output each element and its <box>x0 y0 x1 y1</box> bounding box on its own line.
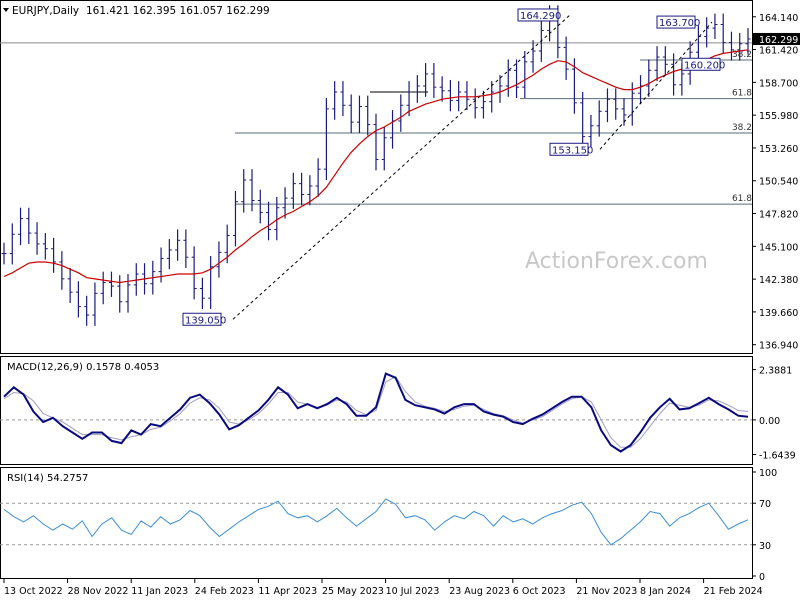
y-tick-label: 158.700 <box>759 78 798 89</box>
x-tick-label: 28 Nov 2022 <box>68 586 129 597</box>
axis-layer: 164.140 161.420 158.700 155.980 153.260 150.5… <box>3 13 800 597</box>
x-tick-label: 6 Oct 2023 <box>513 586 566 597</box>
rsi-panel <box>0 467 753 579</box>
y-tick-label: 136.940 <box>759 341 798 352</box>
price-panel <box>0 0 753 354</box>
rsi-y-tick-label: 100 <box>759 468 777 479</box>
price-annotation-box <box>517 8 559 22</box>
x-tick-label: 8 Jan 2024 <box>640 586 691 597</box>
trend-line-dashed <box>599 21 713 150</box>
rsi-y-tick-label: 0 <box>759 572 765 583</box>
ohlc-label: 161.421 162.395 161.057 162.299 <box>86 5 270 17</box>
macd-line <box>3 372 749 453</box>
dropdown-arrow-icon[interactable] <box>3 8 9 12</box>
symbol-label: EURJPY,Daily <box>12 5 79 17</box>
y-tick-label: 155.980 <box>759 111 798 122</box>
fib-level-label: 38.2 <box>732 123 752 133</box>
trend-line-dashed <box>232 14 571 320</box>
fib-level-label: 61.8 <box>732 89 752 99</box>
macd-title: MACD(12,26,9) 0.1578 0.4053 <box>7 362 159 373</box>
x-tick-label: 23 Aug 2023 <box>449 586 510 597</box>
price-annotation-label: 160.200 <box>684 60 725 71</box>
rsi-layer <box>0 498 752 546</box>
y-tick-label: 147.820 <box>759 210 798 221</box>
fib-level-label: 38.2 <box>732 50 752 60</box>
current-price-tag <box>753 32 800 45</box>
rsi-y-tick-label: 70 <box>759 499 771 510</box>
panel-frames <box>0 0 753 579</box>
price-annotation-label: 139.050 <box>185 315 226 326</box>
y-tick-label: 139.660 <box>759 308 798 319</box>
macd-layer <box>0 372 752 453</box>
price-annotation-box <box>681 57 721 71</box>
y-tick-label: 153.260 <box>759 144 798 155</box>
fib-level-label: 61.8 <box>732 194 752 204</box>
price-annotation-box <box>656 15 696 29</box>
x-tick-label: 25 May 2023 <box>322 586 384 597</box>
current-price-label: 162.299 <box>759 35 798 46</box>
x-tick-label: 11 Apr 2023 <box>258 586 317 597</box>
macd-y-tick-label: -1.6439 <box>759 451 796 462</box>
x-tick-label: 10 Jul 2023 <box>386 586 440 597</box>
price-annotation-label: 163.700 <box>659 18 700 29</box>
y-tick-label: 142.380 <box>759 275 798 286</box>
x-tick-label: 24 Feb 2023 <box>195 586 254 597</box>
x-tick-label: 21 Feb 2024 <box>704 586 763 597</box>
macd-signal-line <box>3 376 749 448</box>
price-annotation-label: 153.150 <box>552 145 593 156</box>
x-tick-label: 11 Jan 2023 <box>131 586 188 597</box>
chart-header: EURJPY,Daily 161.421 162.395 161.057 162… <box>3 5 270 17</box>
x-tick-label: 21 Nov 2023 <box>576 586 637 597</box>
price-annotation-box <box>182 312 222 326</box>
rsi-y-tick-label: 30 <box>759 541 771 552</box>
macd-panel <box>0 356 753 465</box>
macd-y-tick-label: 2.3881 <box>759 366 792 377</box>
watermark: ActionForex.com <box>525 249 708 274</box>
price-annotation-label: 164.290 <box>520 11 561 22</box>
y-tick-label: 164.140 <box>759 13 798 24</box>
rsi-title: RSI(14) 54.2757 <box>7 473 88 484</box>
price-layer: 38.2 61.8 38.2 61.8 164.290 163.700 160.200 153… <box>0 5 752 326</box>
y-tick-label: 161.420 <box>759 46 798 57</box>
macd-y-tick-label: 0.00 <box>759 416 780 427</box>
x-tick-label: 13 Oct 2022 <box>4 586 63 597</box>
y-tick-label: 150.540 <box>759 177 798 188</box>
price-annotation-box <box>549 142 589 156</box>
y-tick-label: 145.100 <box>759 242 798 253</box>
ema-line <box>3 49 749 284</box>
rsi-line <box>3 498 749 546</box>
